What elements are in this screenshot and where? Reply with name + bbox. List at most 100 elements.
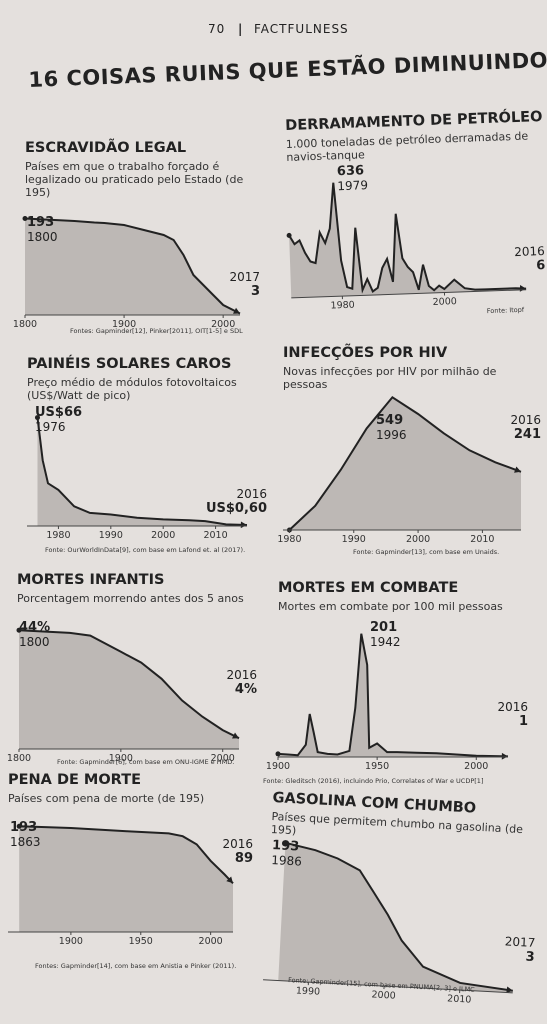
chart-title: MORTES EM COMBATE bbox=[278, 580, 459, 596]
chart-trend-line bbox=[19, 825, 234, 884]
x-tick-label: 2010 bbox=[447, 993, 472, 1005]
chart-panel-combate: MORTES EM COMBATE Mortes em combate por 1… bbox=[263, 580, 528, 810]
start-year: 1800 bbox=[27, 230, 58, 244]
chart-svg: 1990 2000 2010 bbox=[263, 840, 513, 1006]
end-year: 2017 bbox=[504, 934, 536, 950]
x-tick-label: 1900 bbox=[109, 753, 133, 764]
chart-trend-line bbox=[36, 417, 248, 526]
start-point bbox=[34, 415, 40, 421]
x-tick-label: 2000 bbox=[151, 530, 175, 541]
start-value: 636 bbox=[336, 163, 365, 180]
end-value-label: 2016 89 bbox=[222, 837, 253, 866]
chart-panel-solar: PAINÉIS SOLARES CAROS Preço médio de módu… bbox=[27, 356, 267, 586]
start-value: 193 bbox=[10, 820, 38, 835]
x-tick-label: 1900 bbox=[266, 761, 290, 772]
trend-arrowhead bbox=[514, 466, 521, 473]
trend-arrowhead bbox=[226, 876, 233, 884]
start-value: US$66 bbox=[35, 405, 83, 420]
trend-arrowhead bbox=[501, 752, 508, 760]
end-year: 2016 bbox=[514, 244, 546, 260]
chart-svg: 1980 1990 2000 2010 bbox=[277, 395, 522, 545]
x-tick-label: 1990 bbox=[99, 530, 123, 541]
chart-source-note: Fonte: OurWorldInData[9], com base em La… bbox=[45, 546, 246, 554]
start-value-label: 193 1800 bbox=[27, 215, 58, 245]
chart-area bbox=[289, 397, 521, 530]
trend-arrowhead bbox=[519, 285, 527, 292]
x-tick-label: 1800 bbox=[7, 753, 31, 764]
start-point bbox=[275, 751, 281, 757]
x-tick-label: 2000 bbox=[199, 936, 223, 947]
end-year: 2016 bbox=[222, 837, 253, 851]
start-point bbox=[282, 840, 288, 846]
start-value: 201 bbox=[370, 620, 398, 635]
chart-source-note: Fontes: Gapminder[14], com base em Anist… bbox=[35, 962, 237, 970]
trend-arrowhead bbox=[240, 521, 247, 529]
chart-trend-line bbox=[285, 841, 513, 992]
x-tick-label: 2000 bbox=[464, 761, 488, 772]
x-tick-label: 1980 bbox=[277, 534, 301, 545]
x-tick-label: 2000 bbox=[211, 319, 235, 330]
chart-title: PENA DE MORTE bbox=[8, 772, 141, 788]
start-value-label: 201 1942 bbox=[370, 620, 401, 650]
chart-subtitle: Preço médio de módulos fotovoltaicos (US… bbox=[27, 376, 237, 402]
start-point bbox=[16, 627, 22, 633]
end-value-label: 2016 6 bbox=[514, 244, 546, 274]
end-year: 2016 bbox=[236, 487, 267, 501]
start-value-label: US$66 1976 bbox=[35, 405, 83, 435]
start-value-label: 193 1986 bbox=[271, 838, 303, 869]
chart-title: MORTES INFANTIS bbox=[17, 572, 165, 588]
chart-title: PAINÉIS SOLARES CAROS bbox=[27, 356, 232, 372]
chart-area bbox=[278, 633, 508, 757]
chart-panel-mortes_infantis: MORTES INFANTIS Porcentagem morrendo ante… bbox=[7, 572, 257, 802]
start-point bbox=[16, 823, 22, 829]
start-value: 193 bbox=[27, 215, 55, 230]
x-tick-label: 2000 bbox=[406, 534, 430, 545]
chart-panel-pena_morte: PENA DE MORTE Países com pena de morte (d… bbox=[8, 772, 253, 1002]
end-value: US$0,60 bbox=[205, 501, 267, 516]
x-tick-label: 1980 bbox=[46, 530, 70, 541]
end-value: 4% bbox=[234, 682, 257, 697]
start-value-label: 44% 1800 bbox=[19, 620, 50, 650]
start-value-label: 636 1979 bbox=[337, 163, 369, 193]
start-year: 1863 bbox=[10, 835, 41, 849]
chart-area bbox=[25, 218, 240, 315]
end-year: 2016 bbox=[497, 700, 528, 714]
header-separator: | bbox=[238, 22, 244, 36]
end-year: 2016 bbox=[226, 668, 257, 682]
page-title: 16 COISAS RUINS QUE ESTÃO DIMINUINDO bbox=[28, 48, 547, 92]
end-value-label: 2016 4% bbox=[226, 668, 257, 697]
x-tick-label: 1950 bbox=[365, 761, 389, 772]
chart-panel-escravidao: ESCRAVIDÃO LEGAL Países em que o trabalho… bbox=[13, 140, 260, 370]
chart-svg: 1800 1900 2000 bbox=[13, 216, 241, 330]
end-value-label: 2017 3 bbox=[229, 270, 260, 299]
chart-subtitle: 1.000 toneladas de petróleo derramadas d… bbox=[285, 129, 529, 164]
x-tick-label: 2000 bbox=[433, 296, 458, 308]
x-tick-label: 1990 bbox=[296, 985, 321, 997]
chart-svg: 1800 1900 2000 bbox=[7, 627, 240, 764]
chart-subtitle: Mortes em combate por 100 mil pessoas bbox=[278, 600, 503, 613]
chart-title: INFECÇÕES POR HIV bbox=[283, 345, 448, 361]
chart-subtitle: Países em que o trabalho forçado é legal… bbox=[25, 160, 244, 199]
chart-svg: 1980 1990 2000 2010 bbox=[27, 415, 248, 541]
start-year: 1996 bbox=[376, 428, 407, 442]
chart-subtitle: Novas infecções por HIV por milhão de pe… bbox=[283, 365, 497, 391]
end-value-label: 2016 US$0,60 bbox=[206, 487, 267, 516]
start-point bbox=[286, 232, 292, 238]
chart-title: ESCRAVIDÃO LEGAL bbox=[25, 140, 187, 156]
chart-trend-line bbox=[24, 217, 241, 315]
chart-panel-hiv: INFECÇÕES POR HIV Novas infecções por HIV… bbox=[277, 345, 541, 575]
end-value-label: 2016 1 bbox=[497, 700, 528, 729]
chart-panel-gasolina: GASOLINA COM CHUMBO Países que permitem c… bbox=[261, 790, 543, 1024]
start-value-label: 193 1863 bbox=[10, 820, 41, 850]
trend-arrowhead bbox=[232, 732, 239, 739]
chart-area bbox=[289, 182, 527, 298]
chart-svg: 1980 2000 bbox=[286, 182, 527, 312]
x-tick-label: 2010 bbox=[203, 530, 227, 541]
chart-trend-line bbox=[18, 629, 240, 740]
x-tick-label: 1900 bbox=[112, 319, 136, 330]
book-title: FACTFULNESS bbox=[254, 22, 349, 36]
x-tick-label: 1900 bbox=[59, 936, 83, 947]
trend-arrowhead bbox=[506, 986, 513, 994]
chart-area bbox=[19, 826, 234, 932]
x-axis-line bbox=[291, 289, 527, 299]
